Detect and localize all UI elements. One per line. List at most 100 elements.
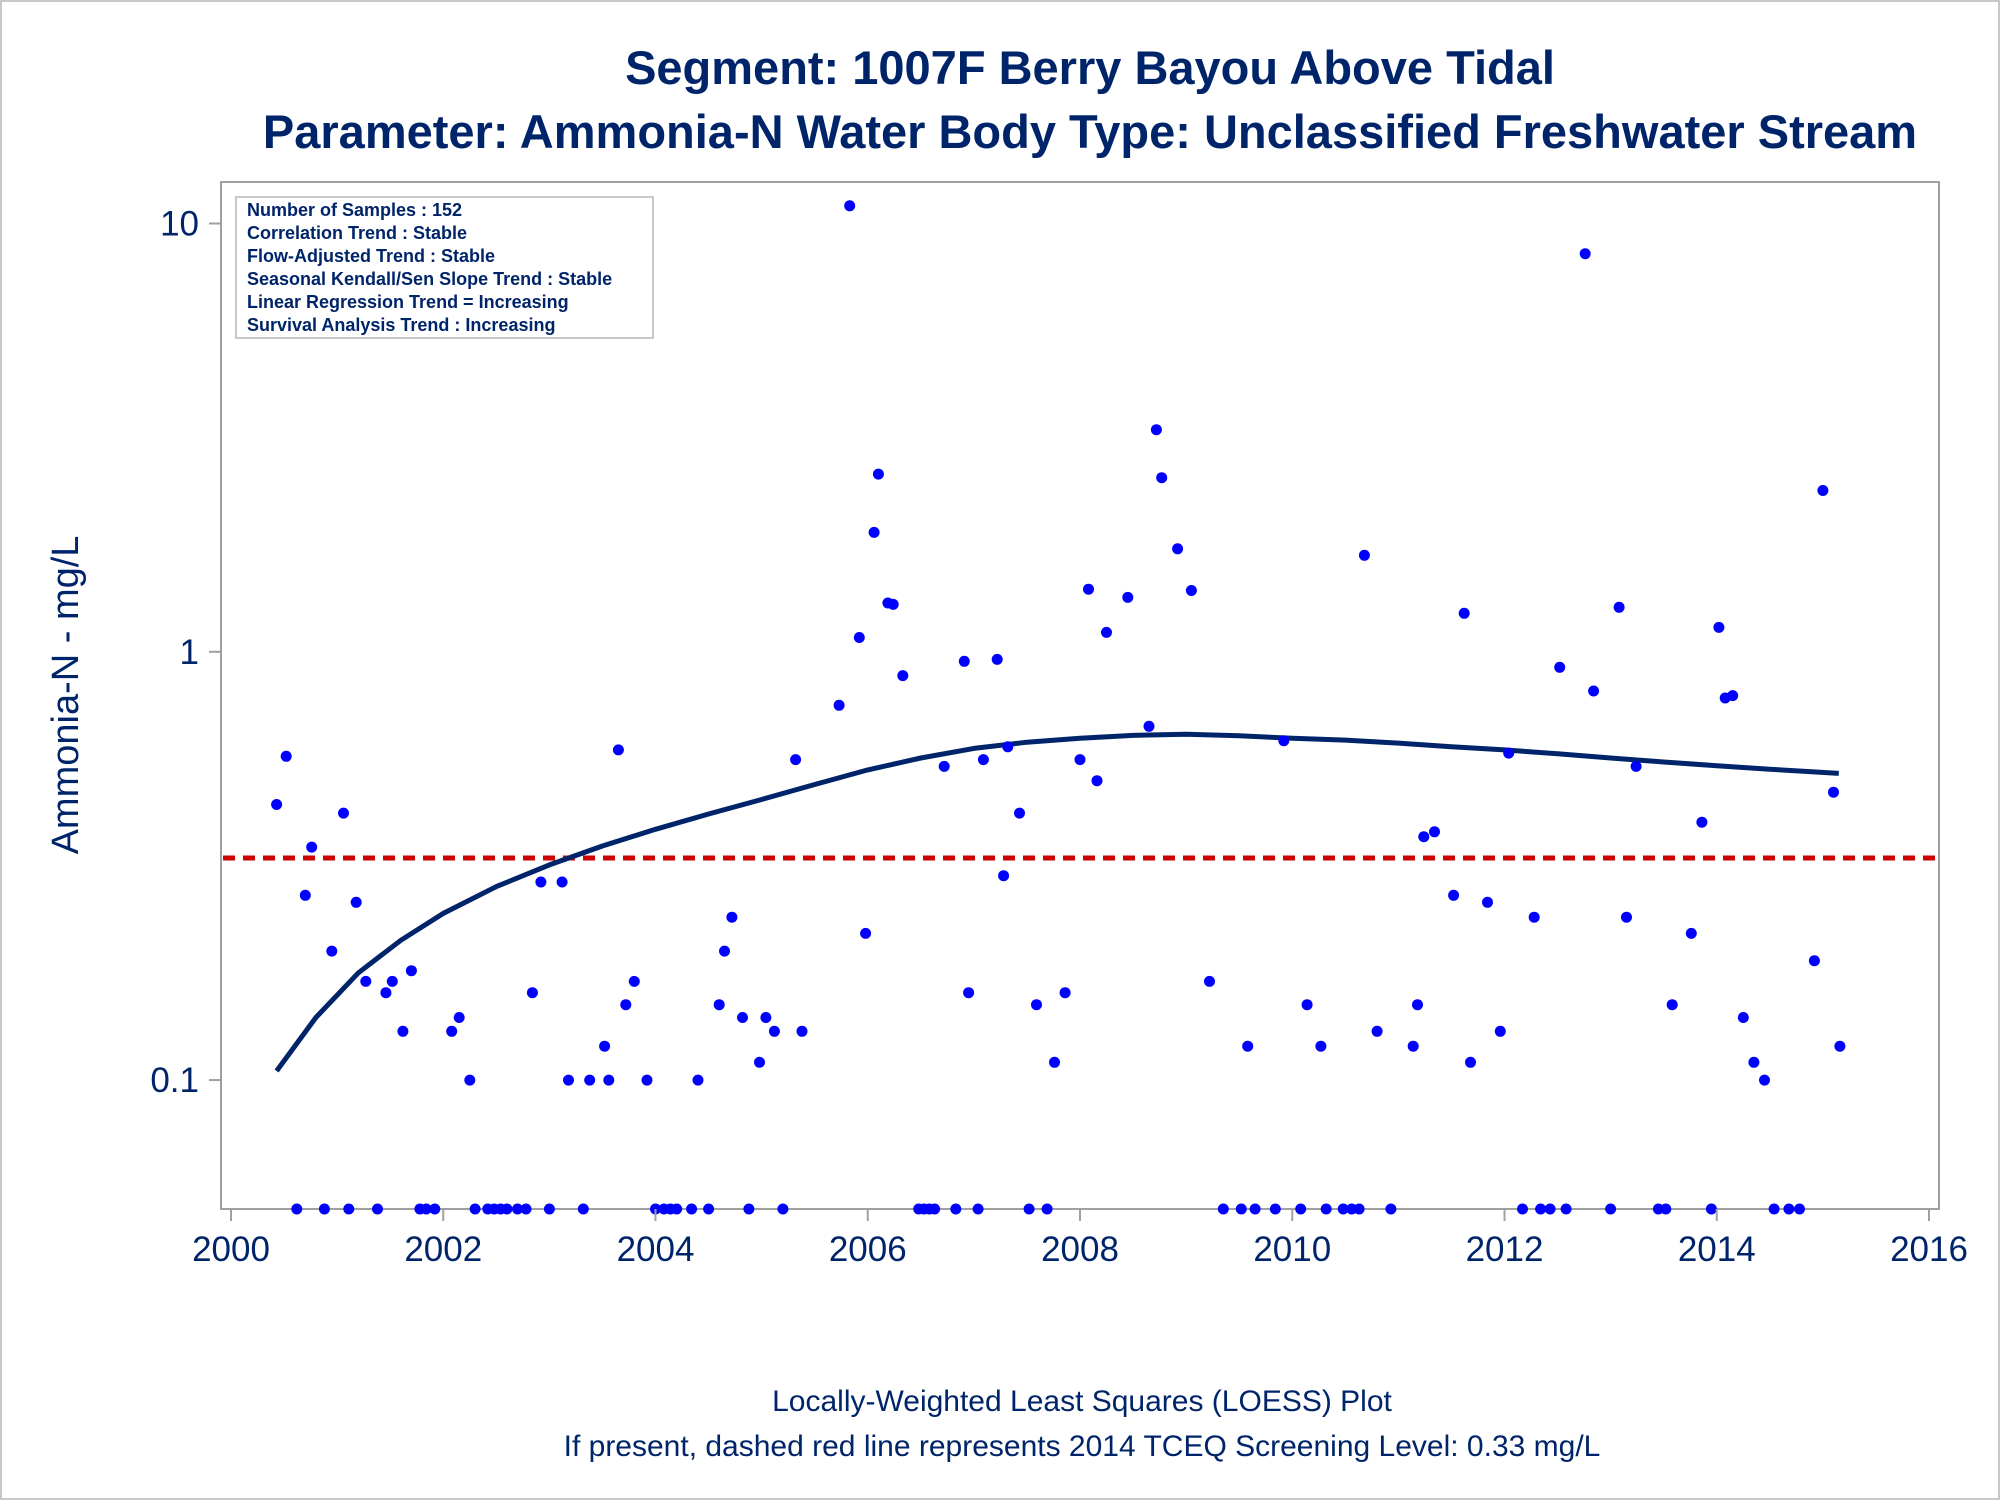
sample-point [1278,735,1290,747]
sample-point [326,945,338,957]
sample-point [599,1040,611,1052]
sample-point [1834,1040,1846,1052]
sample-point [958,655,970,667]
sample-point [535,876,547,888]
sample-point [1150,424,1162,436]
sample-point [280,750,292,762]
sample-point [760,1012,772,1023]
sample-point [777,1203,789,1215]
points-layer [271,200,1846,1215]
sample-point [338,807,349,819]
y-axis-label: Ammonia-N - mg/L [45,536,87,855]
sample-point [1748,1056,1760,1068]
sample-point [520,1203,532,1215]
sample-point [1458,607,1470,619]
x-tick-label: 2014 [1678,1230,1756,1269]
sample-point [1660,1203,1672,1215]
sample-point [1217,1203,1229,1215]
y-tick-label: 1 [180,633,199,672]
sample-point [1517,1203,1528,1215]
sample-point [844,200,856,212]
sample-point [563,1074,574,1086]
sample-point [372,1203,383,1215]
x-tick-label: 2012 [1466,1230,1544,1269]
sample-point [641,1074,653,1086]
sample-point [1412,999,1423,1011]
sample-point [1817,485,1829,496]
sample-point [1295,1203,1307,1215]
sample-point [397,1025,409,1037]
sample-point [1407,1040,1419,1052]
sample-point [1544,1203,1556,1215]
sample-point [453,1012,465,1023]
sample-point [1630,760,1642,772]
sample-point [584,1074,596,1086]
stats-correlation-trend: Correlation Trend : Stable [247,223,467,243]
sample-point [405,965,417,977]
sample-point [1091,775,1103,787]
sample-point [1031,999,1042,1011]
sample-point [1143,720,1155,732]
stats-box: Number of Samples : 152 Correlation Tren… [235,196,654,339]
sample-point [1185,585,1197,596]
y-axis: 10 1 0.1 [150,205,221,1100]
x-tick-label: 2002 [404,1230,482,1269]
sample-point [420,1203,432,1215]
sample-point [1101,626,1112,638]
sample-point [950,1203,962,1215]
sample-point [1429,826,1440,838]
sample-point [887,598,899,610]
sample-point [1685,927,1697,939]
sample-point [991,653,1003,665]
sample-point [1249,1203,1261,1215]
sample-point [1808,955,1820,967]
sample-point [1759,1074,1770,1086]
sample-point [963,987,975,999]
sample-point [1269,1203,1281,1215]
sample-point [868,526,880,538]
stats-survival-analysis-trend: Survival Analysis Trend : Increasing [247,315,555,335]
sample-point [429,1203,441,1215]
sample-point [343,1203,355,1215]
x-tick-label: 2016 [1890,1230,1968,1269]
x-tick-label: 2008 [1041,1230,1119,1269]
sample-point [1235,1203,1247,1215]
sample-point [1737,1012,1749,1023]
sample-point [1494,1025,1506,1037]
chart-title: Segment: 1007F Berry Bayou Above Tidal [625,41,1555,94]
stats-seasonal-kendall-trend: Seasonal Kendall/Sen Slope Trend : Stabl… [247,269,612,289]
sample-point [1301,999,1313,1011]
sample-point [719,945,730,957]
sample-point [1242,1040,1254,1052]
x-tick-label: 2000 [192,1230,270,1269]
footnote-loess: Locally-Weighted Least Squares (LOESS) P… [772,1385,1392,1418]
sample-point [853,632,865,643]
sample-point [543,1203,555,1215]
sample-point [703,1203,715,1215]
sample-point [1666,999,1678,1011]
sample-point [1002,741,1014,753]
sample-point [692,1074,704,1086]
y-tick-label: 0.1 [150,1061,199,1100]
stats-box-border [235,196,654,339]
sample-point [577,1203,589,1215]
x-tick-label: 2006 [829,1230,907,1269]
sample-point [1172,543,1184,555]
sample-point [737,1012,748,1023]
sample-point [612,744,624,756]
sample-point [938,760,950,772]
stats-flow-adjusted-trend: Flow-Adjusted Trend : Stable [247,246,495,266]
sample-point [1727,690,1739,702]
sample-point [318,1203,330,1215]
sample-point [1353,1203,1365,1215]
sample-point [1315,1040,1327,1052]
sample-point [1768,1203,1780,1215]
sample-point [1794,1203,1805,1215]
stats-linear-regression-trend: Linear Regression Trend = Increasing [247,292,569,312]
sample-point [1705,1203,1717,1215]
sample-point [526,987,538,999]
sample-point [1828,786,1839,798]
sample-point [464,1074,476,1086]
x-axis: 2000 2002 2004 2006 2008 2010 2012 2014 2016 [192,1209,1968,1269]
